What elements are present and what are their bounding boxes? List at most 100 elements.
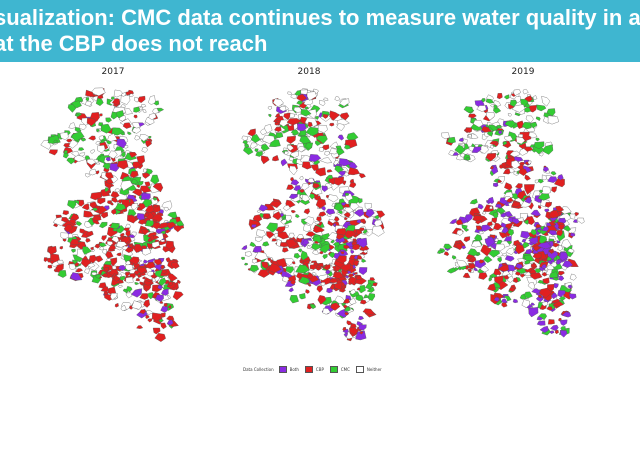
- watershed-polygon: [256, 209, 261, 213]
- watershed-polygon: [322, 114, 329, 119]
- watershed-polygon: [519, 273, 526, 278]
- watershed-polygon: [303, 216, 315, 226]
- watershed-polygon: [113, 89, 124, 98]
- watershed-polygon: [161, 269, 168, 275]
- watershed-polygon: [487, 196, 495, 205]
- watershed-polygon: [43, 257, 48, 263]
- watershed-polygon: [274, 233, 279, 239]
- watershed-polygon: [120, 305, 127, 311]
- watershed-polygon: [499, 164, 504, 169]
- watershed-polygon: [524, 184, 535, 195]
- watershed-polygon: [537, 193, 550, 201]
- watershed-polygon: [275, 226, 286, 234]
- watershed-polygon: [493, 222, 503, 231]
- watershed-polygon: [272, 98, 284, 108]
- watershed-map-2017: [30, 82, 210, 352]
- watershed-polygon: [243, 147, 254, 155]
- watershed-polygon: [468, 258, 474, 262]
- watershed-polygon: [547, 115, 559, 125]
- watershed-polygon: [513, 89, 522, 96]
- watershed-polygon: [141, 228, 149, 236]
- watershed-polygon: [556, 229, 563, 237]
- watershed-polygon: [142, 248, 152, 256]
- watershed-polygon: [120, 180, 134, 192]
- watershed-polygon: [443, 251, 450, 257]
- watershed-polygon: [118, 284, 123, 289]
- watershed-polygon: [124, 247, 134, 254]
- watershed-polygon: [163, 206, 169, 212]
- watershed-polygon: [530, 209, 541, 217]
- watershed-polygon: [530, 263, 537, 268]
- watershed-polygon: [141, 104, 147, 108]
- watershed-polygon: [140, 185, 152, 193]
- watershed-polygon: [535, 223, 543, 228]
- watershed-polygon: [68, 122, 76, 129]
- watershed-polygon: [529, 272, 543, 280]
- slide-title-line-2: at the CBP does not reach: [0, 31, 268, 56]
- watershed-polygon: [541, 226, 550, 232]
- watershed-polygon: [141, 276, 146, 280]
- watershed-polygon: [304, 117, 318, 127]
- watershed-polygon: [486, 221, 493, 227]
- legend-swatch-neither: [355, 365, 364, 373]
- watershed-polygon: [557, 245, 563, 251]
- watershed-polygon: [318, 147, 324, 152]
- watershed-polygon: [558, 296, 566, 301]
- watershed-polygon: [104, 187, 109, 193]
- watershed-polygon: [157, 284, 163, 290]
- watershed-polygon: [551, 186, 558, 193]
- watershed-polygon: [308, 154, 322, 162]
- watershed-polygon: [312, 183, 321, 189]
- watershed-polygon: [49, 259, 55, 265]
- watershed-polygon: [347, 273, 354, 278]
- watershed-polygon: [343, 245, 351, 250]
- watershed-polygon: [120, 104, 126, 108]
- watershed-polygon: [96, 161, 101, 165]
- watershed-polygon: [548, 230, 558, 236]
- watershed-polygon: [122, 122, 132, 129]
- watershed-polygon: [337, 210, 343, 215]
- watershed-polygon: [116, 138, 127, 149]
- watershed-polygon: [92, 207, 98, 211]
- watershed-polygon: [277, 231, 290, 240]
- watershed-polygon: [94, 243, 101, 249]
- watershed-polygon: [501, 227, 509, 234]
- watershed-polygon: [160, 230, 166, 235]
- watershed-polygon: [69, 213, 80, 222]
- watershed-polygon: [78, 147, 85, 151]
- watershed-polygon: [495, 243, 506, 251]
- watershed-polygon: [110, 257, 118, 267]
- watershed-polygon: [85, 89, 95, 97]
- watershed-polygon: [85, 97, 89, 102]
- watershed-polygon: [518, 167, 528, 177]
- watershed-polygon: [101, 235, 107, 242]
- watershed-polygon: [551, 292, 558, 300]
- watershed-polygon: [128, 243, 134, 249]
- watershed-polygon: [67, 200, 77, 210]
- watershed-polygon: [485, 98, 495, 104]
- watershed-polygon: [321, 205, 326, 211]
- watershed-polygon: [120, 131, 126, 136]
- watershed-polygon: [493, 100, 502, 107]
- watershed-polygon: [129, 152, 138, 158]
- watershed-polygon: [305, 126, 319, 137]
- watershed-polygon: [147, 318, 153, 323]
- watershed-polygon: [160, 264, 165, 270]
- watershed-polygon: [501, 270, 511, 276]
- watershed-polygon: [539, 304, 547, 310]
- watershed-polygon: [154, 259, 163, 266]
- watershed-polygon: [336, 123, 345, 132]
- watershed-polygon: [498, 130, 503, 135]
- legend-item-both: Both: [278, 365, 299, 373]
- watershed-polygon: [321, 144, 330, 151]
- watershed-polygon: [296, 94, 307, 102]
- watershed-polygon: [143, 280, 152, 286]
- watershed-polygon: [473, 267, 479, 272]
- watershed-polygon: [340, 251, 345, 255]
- watershed-polygon: [338, 158, 352, 167]
- watershed-polygon: [148, 113, 157, 120]
- watershed-polygon: [167, 211, 178, 219]
- watershed-polygon: [153, 235, 160, 240]
- watershed-polygon: [271, 154, 280, 162]
- watershed-polygon: [266, 222, 278, 233]
